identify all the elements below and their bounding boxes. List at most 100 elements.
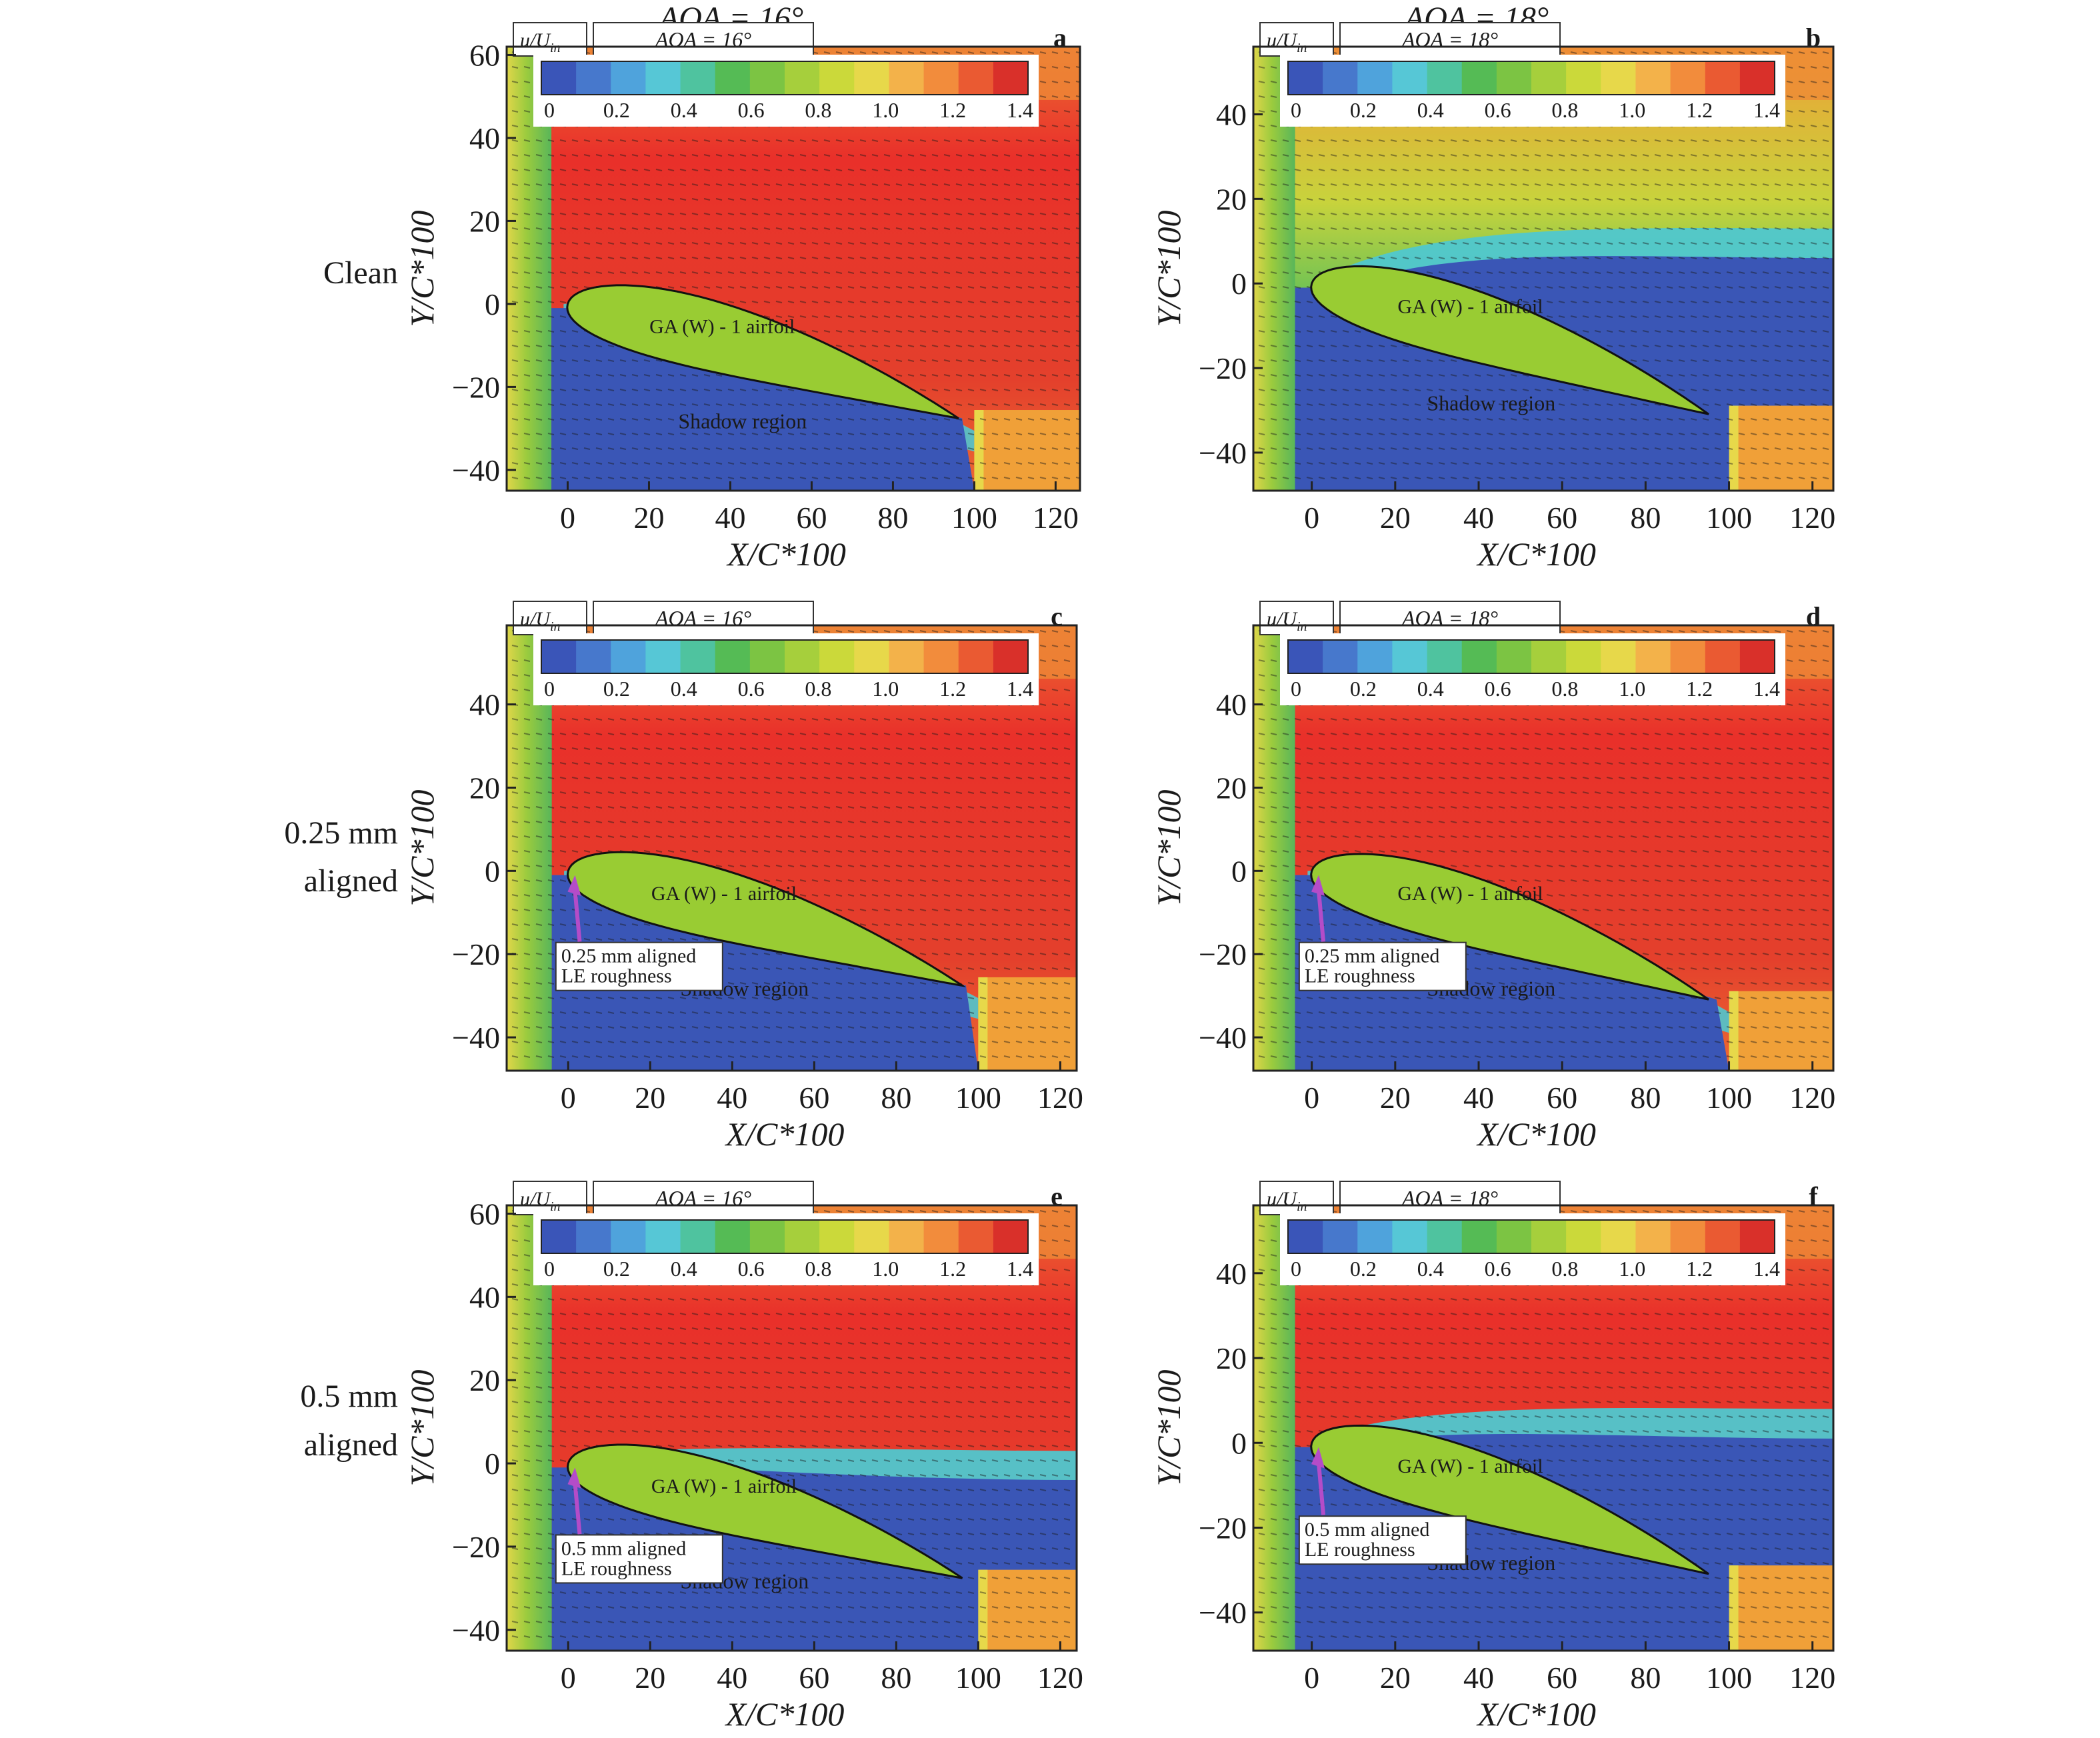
colorbar-swatch xyxy=(993,640,1029,673)
colorbar-swatch xyxy=(854,1220,889,1253)
colorbar-tick-label: 0.4 xyxy=(671,1257,697,1281)
panel-letter: d xyxy=(1806,601,1821,631)
row-label-line: Clean xyxy=(323,255,398,291)
y-tick-label: 20 xyxy=(1216,1341,1247,1375)
x-tick-label: 80 xyxy=(881,1661,911,1695)
colorbar-tick-label: 1.0 xyxy=(1619,98,1645,122)
airfoil-label: GA (W) - 1 airfoil xyxy=(1397,1455,1543,1477)
y-tick-label: −40 xyxy=(452,1021,500,1055)
airfoil-label: GA (W) - 1 airfoil xyxy=(649,315,795,337)
colorbar-swatch xyxy=(993,61,1029,95)
colorbar-tick-label: 1.2 xyxy=(939,677,966,701)
colorbar-swatch xyxy=(1705,1220,1741,1253)
y-tick-label: 20 xyxy=(1216,182,1247,216)
x-tick-label: 0 xyxy=(561,1081,576,1115)
roughness-arrow-head xyxy=(1311,1447,1325,1469)
colorbar-tick-label: 1.4 xyxy=(1753,677,1780,701)
colorbar-tick-label: 0.6 xyxy=(738,98,765,122)
colorbar-swatch xyxy=(1670,640,1706,673)
colorbar-swatch xyxy=(541,640,577,673)
y-tick-label: 0 xyxy=(1231,267,1247,301)
airfoil-label: GA (W) - 1 airfoil xyxy=(651,883,797,905)
colorbar-swatch xyxy=(1496,640,1532,673)
colorbar-tick-label: 0.8 xyxy=(1551,98,1578,122)
colorbar-swatch xyxy=(993,1220,1029,1253)
colorbar-tick-label: 0 xyxy=(1291,98,1301,122)
wake-edge xyxy=(1729,1565,1739,1651)
x-tick-label: 40 xyxy=(1463,1661,1494,1695)
colorbar-swatch xyxy=(1705,640,1741,673)
row-label-line: 0.5 mm xyxy=(300,1379,398,1414)
colorbar-tick-label: 0.4 xyxy=(671,98,697,122)
colorbar-tick-label: 1.4 xyxy=(1007,677,1033,701)
colorbar-label-box xyxy=(513,22,587,57)
colorbar-swatch xyxy=(1461,61,1497,95)
row-label-clean: Clean xyxy=(323,255,398,291)
colorbar-swatch xyxy=(1705,61,1741,95)
x-axis-label: X/C*100 xyxy=(1476,535,1596,573)
colorbar: 0 0.2 0.4 0.6 0.8 1.0 1.2 1.4 xyxy=(541,639,1033,701)
panel-letter: b xyxy=(1806,23,1821,53)
colorbar-tick-label: 0.4 xyxy=(671,677,697,701)
y-tick-label: −20 xyxy=(452,370,500,404)
roughness-arrow-head xyxy=(567,1467,581,1489)
colorbar-swatch xyxy=(1601,1220,1636,1253)
colorbar-swatch xyxy=(576,640,611,673)
colorbar-tick-label: 0 xyxy=(1291,1257,1301,1281)
colorbar-label-box xyxy=(1259,601,1334,635)
x-tick-label: 80 xyxy=(877,501,908,535)
x-tick-label: 60 xyxy=(1547,1661,1577,1695)
colorbar-swatch xyxy=(785,1220,820,1253)
x-tick-label: 120 xyxy=(1037,1081,1083,1115)
colorbar-tick-label: 0.2 xyxy=(1350,98,1377,122)
wake-patch xyxy=(1729,991,1833,1071)
colorbar-tick-label: 0.4 xyxy=(1417,1257,1444,1281)
colorbar-tick-label: 1.4 xyxy=(1753,98,1780,122)
x-tick-label: 100 xyxy=(1706,501,1752,535)
colorbar-tick-label: 1.0 xyxy=(872,98,899,122)
y-tick-label: −40 xyxy=(452,1613,500,1647)
x-tick-label: 20 xyxy=(635,1081,665,1115)
roughness-label-line: 0.5 mm aligned xyxy=(561,1537,686,1559)
colorbar-tick-label: 1.4 xyxy=(1007,98,1033,122)
colorbar-label-subscript: in xyxy=(550,41,561,55)
aoa-label: AOA = 18° xyxy=(1401,1186,1498,1210)
x-tick-label: 120 xyxy=(1789,501,1835,535)
y-tick-label: 20 xyxy=(469,1363,500,1397)
velocity-field xyxy=(1253,1205,1833,1651)
x-tick-label: 60 xyxy=(1547,1081,1577,1115)
colorbar-tick-label: 0 xyxy=(1291,677,1301,701)
airfoil-label: GA (W) - 1 airfoil xyxy=(651,1475,797,1497)
colorbar-swatch xyxy=(1635,61,1671,95)
x-tick-label: 0 xyxy=(561,1661,576,1695)
y-axis-label: Y/C*100 xyxy=(1150,1369,1187,1486)
colorbar-tick-label: 0.6 xyxy=(1485,677,1511,701)
colorbar-swatch xyxy=(958,1220,994,1253)
colorbar-swatch xyxy=(1288,1220,1323,1253)
x-axis-label: X/C*100 xyxy=(725,1695,845,1733)
aoa-label: AOA = 18° xyxy=(1401,27,1498,51)
roughness-label-box xyxy=(1298,941,1467,991)
x-tick-label: 40 xyxy=(1463,1081,1494,1115)
roughness-label-box xyxy=(1298,1515,1467,1565)
x-axis-label: X/C*100 xyxy=(1476,1115,1596,1153)
colorbar-swatch xyxy=(1566,61,1601,95)
colorbar-swatch xyxy=(1739,1220,1775,1253)
y-tick-label: −20 xyxy=(452,1530,500,1564)
plot-frame xyxy=(505,1204,1078,1652)
colorbar-swatch xyxy=(749,61,785,95)
y-tick-label: 0 xyxy=(1231,854,1247,888)
y-tick-label: 40 xyxy=(1216,688,1247,722)
colorbar-tick-label: 0.2 xyxy=(603,98,630,122)
colorbar-frame xyxy=(541,61,1029,95)
colorbar-swatch xyxy=(1357,1220,1393,1253)
colorbar-tick-label: 0.6 xyxy=(738,1257,765,1281)
colorbar-frame xyxy=(1287,1219,1775,1254)
wake-patch xyxy=(978,977,1077,1071)
y-tick-label: −40 xyxy=(1199,1596,1247,1630)
colorbar-swatch xyxy=(889,640,925,673)
roughness-arrow-head xyxy=(567,875,581,896)
shadow-region-label: Shadow region xyxy=(678,409,807,433)
